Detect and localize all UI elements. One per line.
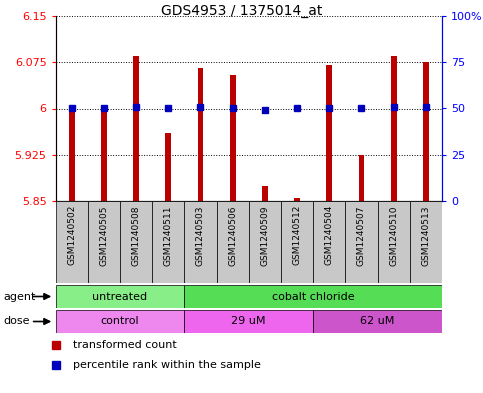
Text: GSM1240502: GSM1240502: [67, 205, 76, 266]
Bar: [358, 155, 364, 201]
Bar: [88, 201, 120, 283]
Bar: [133, 56, 139, 201]
Bar: [101, 108, 107, 201]
Text: untreated: untreated: [92, 292, 147, 301]
Bar: [313, 310, 442, 333]
Bar: [216, 201, 249, 283]
Bar: [294, 198, 300, 201]
Bar: [120, 201, 152, 283]
Bar: [165, 133, 171, 201]
Text: GDS4953 / 1375014_at: GDS4953 / 1375014_at: [161, 4, 322, 18]
Text: GSM1240503: GSM1240503: [196, 205, 205, 266]
Bar: [313, 201, 345, 283]
Text: GSM1240504: GSM1240504: [325, 205, 334, 266]
Bar: [423, 62, 429, 201]
Bar: [230, 75, 236, 201]
Text: GSM1240507: GSM1240507: [357, 205, 366, 266]
Text: transformed count: transformed count: [72, 340, 176, 350]
Bar: [391, 56, 397, 201]
Bar: [410, 201, 442, 283]
Text: GSM1240505: GSM1240505: [99, 205, 108, 266]
Bar: [198, 68, 203, 201]
Bar: [56, 201, 88, 283]
Bar: [56, 310, 185, 333]
Bar: [56, 285, 185, 308]
Bar: [185, 310, 313, 333]
Text: GSM1240509: GSM1240509: [260, 205, 270, 266]
Text: 62 uM: 62 uM: [360, 316, 395, 327]
Bar: [69, 108, 74, 201]
Text: percentile rank within the sample: percentile rank within the sample: [72, 360, 260, 370]
Text: agent: agent: [4, 292, 36, 301]
Text: GSM1240512: GSM1240512: [293, 205, 301, 266]
Text: GSM1240511: GSM1240511: [164, 205, 173, 266]
Text: 29 uM: 29 uM: [231, 316, 266, 327]
Text: cobalt chloride: cobalt chloride: [272, 292, 355, 301]
Bar: [345, 201, 378, 283]
Text: GSM1240508: GSM1240508: [131, 205, 141, 266]
Bar: [262, 185, 268, 201]
Bar: [185, 285, 442, 308]
Text: GSM1240513: GSM1240513: [421, 205, 430, 266]
Text: GSM1240506: GSM1240506: [228, 205, 237, 266]
Bar: [185, 201, 216, 283]
Text: control: control: [100, 316, 139, 327]
Text: GSM1240510: GSM1240510: [389, 205, 398, 266]
Bar: [378, 201, 410, 283]
Bar: [327, 65, 332, 201]
Text: dose: dose: [4, 316, 30, 327]
Bar: [249, 201, 281, 283]
Bar: [152, 201, 185, 283]
Bar: [281, 201, 313, 283]
